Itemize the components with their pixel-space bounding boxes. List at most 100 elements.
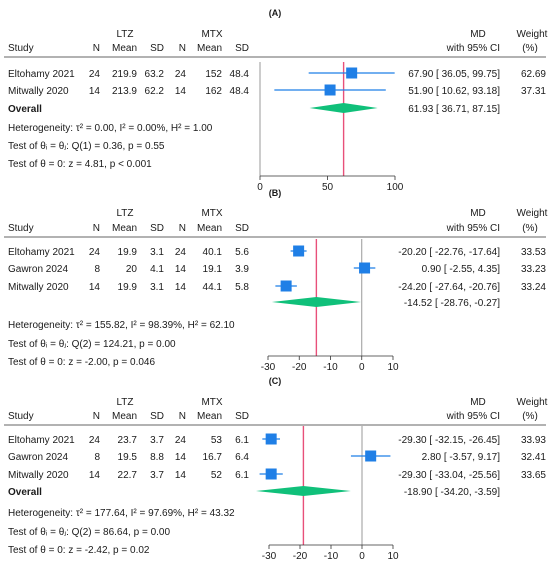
effect-ci-header: with 95% CI xyxy=(446,411,500,422)
study-mean1: 19.9 xyxy=(118,282,138,293)
study-sd1: 3.1 xyxy=(150,282,164,293)
study-mean2: 52 xyxy=(211,470,223,481)
study-md-ci: 67.90 [ 36.05, 99.75] xyxy=(408,69,500,80)
n2-column-header: N xyxy=(179,43,186,54)
statistic-line: Heterogeneity: τ² = 0.00, I² = 0.00%, H²… xyxy=(8,123,213,134)
study-weight: 37.31 xyxy=(521,86,546,97)
study-name: Eltohamy 2021 xyxy=(8,69,75,80)
mean1-column-header: Mean xyxy=(112,411,137,422)
weight-unit-header: (%) xyxy=(522,223,538,234)
study-n2: 24 xyxy=(175,69,187,80)
study-n1: 8 xyxy=(94,452,100,463)
x-axis-tick-label: -10 xyxy=(324,551,339,562)
study-sd1: 3.1 xyxy=(150,247,164,258)
study-md-ci: 2.80 [ -3.57, 9.17] xyxy=(422,452,501,463)
study-mean1: 19.9 xyxy=(118,247,138,258)
study-sd2: 6.1 xyxy=(235,435,249,446)
study-effect-square xyxy=(365,450,377,462)
group1-header: LTZ xyxy=(116,208,133,219)
x-axis-tick-label: 0 xyxy=(257,182,263,193)
study-n2: 14 xyxy=(175,264,187,275)
x-axis-tick-label: 0 xyxy=(359,362,365,373)
statistic-line: Heterogeneity: τ² = 177.64, I² = 97.69%,… xyxy=(8,508,235,519)
study-name: Mitwally 2020 xyxy=(8,282,69,293)
study-column-header: Study xyxy=(8,411,34,422)
x-axis-tick-label: 10 xyxy=(387,362,399,373)
study-mean1: 219.9 xyxy=(112,69,137,80)
study-md-ci: -24.20 [ -27.64, -20.76] xyxy=(398,282,500,293)
study-n1: 14 xyxy=(89,470,101,481)
study-effect-square xyxy=(265,468,277,480)
study-sd2: 3.9 xyxy=(235,264,249,275)
study-sd2: 48.4 xyxy=(230,86,250,97)
study-n2: 14 xyxy=(175,282,187,293)
statistic-line: Test of θ = 0: z = -2.42, p = 0.02 xyxy=(8,545,150,556)
study-effect-square xyxy=(265,433,277,445)
statistic-line: Test of θ = 0: z = 4.81, p < 0.001 xyxy=(8,159,152,170)
study-effect-square xyxy=(324,84,336,96)
study-sd1: 8.8 xyxy=(150,452,164,463)
overall-label: Overall xyxy=(8,487,42,498)
study-sd2: 5.8 xyxy=(235,282,249,293)
group1-header: LTZ xyxy=(116,397,133,408)
statistic-line: Test of θᵢ = θⱼ: Q(2) = 86.64, p = 0.00 xyxy=(8,527,170,538)
study-name: Gawron 2024 xyxy=(8,452,68,463)
overall-md-ci: -14.52 [ -28.76, -0.27] xyxy=(404,298,500,309)
study-md-ci: -29.30 [ -32.15, -26.45] xyxy=(398,435,500,446)
study-effect-square xyxy=(346,67,358,79)
study-mean1: 213.9 xyxy=(112,86,137,97)
study-name: Eltohamy 2021 xyxy=(8,247,75,258)
study-weight: 62.69 xyxy=(521,69,546,80)
study-mean2: 19.1 xyxy=(203,264,223,275)
weight-unit-header: (%) xyxy=(522,43,538,54)
study-effect-square xyxy=(293,245,305,257)
weight-header: Weight xyxy=(517,397,548,408)
study-weight: 32.41 xyxy=(521,452,546,463)
overall-label: Overall xyxy=(8,104,42,115)
study-weight: 33.93 xyxy=(521,435,546,446)
sd2-column-header: SD xyxy=(235,43,249,54)
study-mean1: 22.7 xyxy=(118,470,138,481)
study-effect-square xyxy=(359,262,371,274)
study-n2: 14 xyxy=(175,86,187,97)
overall-diamond xyxy=(309,103,378,113)
effect-ci-header: with 95% CI xyxy=(446,43,500,54)
study-n1: 24 xyxy=(89,247,101,258)
study-mean2: 53 xyxy=(211,435,223,446)
study-md-ci: -20.20 [ -22.76, -17.64] xyxy=(398,247,500,258)
mean2-column-header: Mean xyxy=(197,411,222,422)
x-axis-tick-label: 100 xyxy=(387,182,404,193)
statistic-line: Heterogeneity: τ² = 155.82, I² = 98.39%,… xyxy=(8,320,235,331)
group2-header: MTX xyxy=(201,208,222,219)
statistic-line: Test of θᵢ = θⱼ: Q(2) = 124.21, p = 0.00 xyxy=(8,339,176,350)
study-md-ci: -29.30 [ -33.04, -25.56] xyxy=(398,470,500,481)
study-weight: 33.23 xyxy=(521,264,546,275)
study-n2: 14 xyxy=(175,452,187,463)
x-axis-tick-label: 50 xyxy=(322,182,334,193)
study-column-header: Study xyxy=(8,223,34,234)
study-n1: 14 xyxy=(89,282,101,293)
study-effect-square xyxy=(280,280,292,292)
overall-md-ci: 61.93 [ 36.71, 87.15] xyxy=(408,104,500,115)
study-mean2: 152 xyxy=(205,69,222,80)
study-name: Mitwally 2020 xyxy=(8,86,69,97)
group2-header: MTX xyxy=(201,397,222,408)
x-axis-tick-label: -30 xyxy=(261,362,276,373)
study-mean1: 19.5 xyxy=(118,452,138,463)
statistic-line: Test of θ = 0: z = -2.00, p = 0.046 xyxy=(8,357,155,368)
n2-column-header: N xyxy=(179,223,186,234)
sd2-column-header: SD xyxy=(235,223,249,234)
study-sd1: 62.2 xyxy=(145,86,165,97)
weight-header: Weight xyxy=(517,29,548,40)
x-axis-tick-label: -10 xyxy=(323,362,338,373)
study-sd2: 48.4 xyxy=(230,69,250,80)
mean1-column-header: Mean xyxy=(112,43,137,54)
n1-column-header: N xyxy=(93,411,100,422)
study-column-header: Study xyxy=(8,43,34,54)
study-sd1: 3.7 xyxy=(150,470,164,481)
sd2-column-header: SD xyxy=(235,411,249,422)
study-n2: 24 xyxy=(175,247,187,258)
overall-diamond xyxy=(255,486,351,496)
study-n1: 24 xyxy=(89,69,101,80)
